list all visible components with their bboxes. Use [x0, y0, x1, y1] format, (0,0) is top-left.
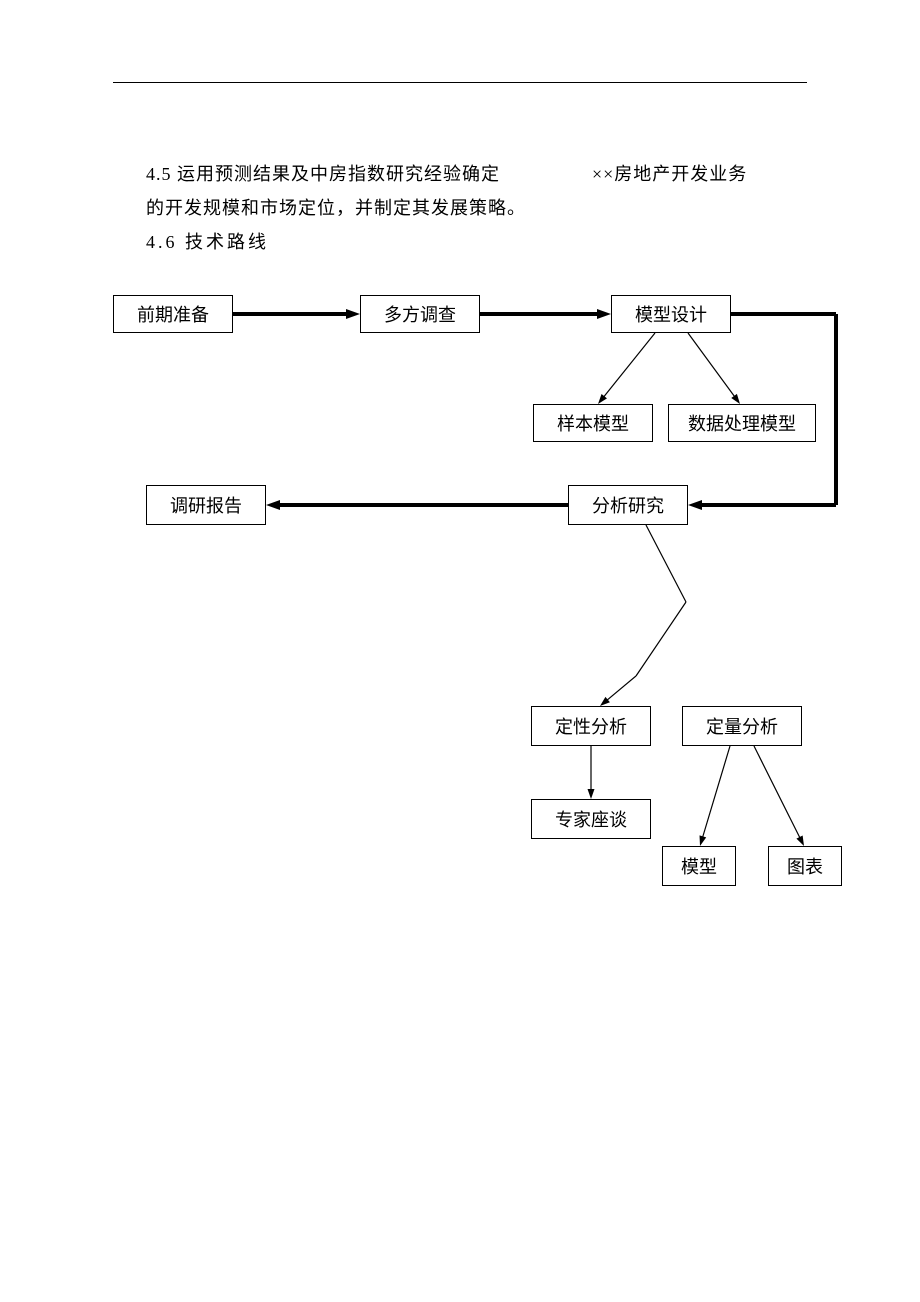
node-prep: 前期准备: [113, 295, 233, 333]
node-analysis: 分析研究: [568, 485, 688, 525]
paragraph-4-5-line1b: ××房地产开发业务: [592, 160, 747, 186]
node-quantitative: 定量分析: [682, 706, 802, 746]
node-expert-discussion: 专家座谈: [531, 799, 651, 839]
node-qualitative: 定性分析: [531, 706, 651, 746]
node-survey: 多方调查: [360, 295, 480, 333]
node-sample-model: 样本模型: [533, 404, 653, 442]
node-report: 调研报告: [146, 485, 266, 525]
page: 4.5 运用预测结果及中房指数研究经验确定 ××房地产开发业务 的开发规模和市场…: [0, 0, 920, 1302]
header-rule: [113, 82, 807, 83]
paragraph-4-5-line1a: 4.5 运用预测结果及中房指数研究经验确定: [146, 160, 500, 186]
node-model-design: 模型设计: [611, 295, 731, 333]
node-model: 模型: [662, 846, 736, 886]
paragraph-4-6: 4.6 技术路线: [146, 228, 269, 254]
node-data-processing-model: 数据处理模型: [668, 404, 816, 442]
paragraph-4-5-line2: 的开发规模和市场定位，并制定其发展策略。: [146, 194, 526, 220]
node-chart: 图表: [768, 846, 842, 886]
